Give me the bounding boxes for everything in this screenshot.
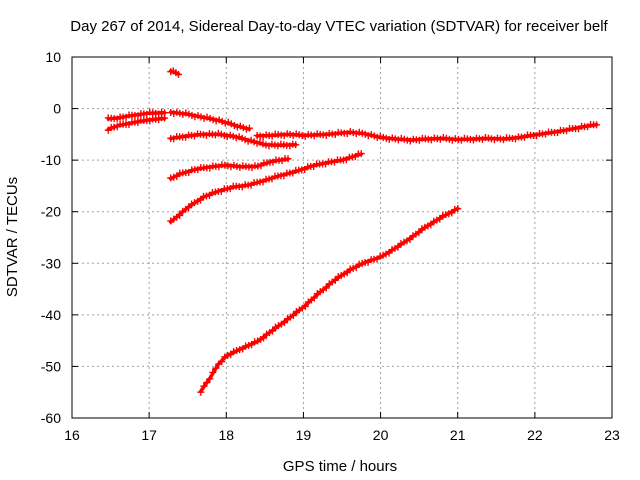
series-arc-middle <box>167 154 292 182</box>
x-tick-label: 17 <box>141 427 157 443</box>
y-tick-label: 0 <box>53 101 61 117</box>
data-point <box>185 204 193 212</box>
data-point <box>331 276 339 284</box>
data-point <box>289 312 297 320</box>
data-point <box>427 221 435 229</box>
tick-labels: 16 17 18 19 20 21 22 23 10 0 -10 -20 -30 -40 -50 -60 <box>41 49 620 443</box>
data-point <box>209 368 217 376</box>
ticks <box>71 56 613 419</box>
data-point <box>212 364 220 372</box>
y-tick-label: -60 <box>41 410 61 426</box>
data-point <box>280 319 288 327</box>
data-point <box>161 114 169 122</box>
chart-title: Day 267 of 2014, Sidereal Day-to-day VTE… <box>70 18 608 35</box>
data-point <box>218 358 226 366</box>
data-point <box>343 269 351 277</box>
data-point <box>385 249 393 257</box>
data-point <box>206 375 214 383</box>
y-tick-label: -30 <box>41 255 61 271</box>
data-point <box>269 327 277 335</box>
x-tick-label: 19 <box>296 427 312 443</box>
data-point <box>357 150 365 158</box>
x-axis-label: GPS time / hours <box>283 458 397 475</box>
data-point <box>436 215 444 223</box>
plot-frame <box>71 56 613 419</box>
series-arc-long-flat-continued <box>253 121 601 145</box>
y-tick-label: -10 <box>41 152 61 168</box>
x-tick-label: 23 <box>604 427 620 443</box>
data-point <box>322 284 330 292</box>
y-tick-label: 10 <box>45 49 61 65</box>
data-point <box>174 70 182 78</box>
data-point <box>245 124 253 132</box>
data-point <box>415 229 423 237</box>
series-arc-lower <box>167 150 365 225</box>
series-arc-top-left-upper <box>104 108 169 123</box>
series-arc-isolated <box>167 67 182 78</box>
data-point <box>197 388 205 396</box>
data-point <box>310 294 318 302</box>
grid <box>72 57 612 418</box>
x-tick-label: 16 <box>64 427 80 443</box>
data-layer <box>104 67 601 396</box>
x-tick-label: 22 <box>527 427 543 443</box>
data-point <box>197 196 205 204</box>
y-tick-label: -40 <box>41 307 61 323</box>
y-axis-label: SDTVAR / TECUs <box>4 177 21 297</box>
x-tick-label: 18 <box>218 427 234 443</box>
data-point <box>260 334 268 342</box>
data-point <box>394 243 402 251</box>
data-point <box>176 211 184 219</box>
x-tick-label: 20 <box>373 427 389 443</box>
x-tick-label: 21 <box>450 427 466 443</box>
y-tick-label: -50 <box>41 358 61 374</box>
series-arc-top-left-lower <box>104 114 169 134</box>
y-tick-label: -20 <box>41 204 61 220</box>
series-arc-steep <box>197 205 462 396</box>
data-point <box>292 141 300 149</box>
series-arc-long-flat <box>167 129 300 150</box>
data-point <box>200 382 208 390</box>
data-point <box>454 205 462 213</box>
data-point <box>593 121 601 129</box>
data-point <box>284 155 292 163</box>
data-point <box>406 236 414 244</box>
data-point <box>301 302 309 310</box>
series-arc-declining <box>167 108 253 133</box>
data-point <box>203 379 211 387</box>
